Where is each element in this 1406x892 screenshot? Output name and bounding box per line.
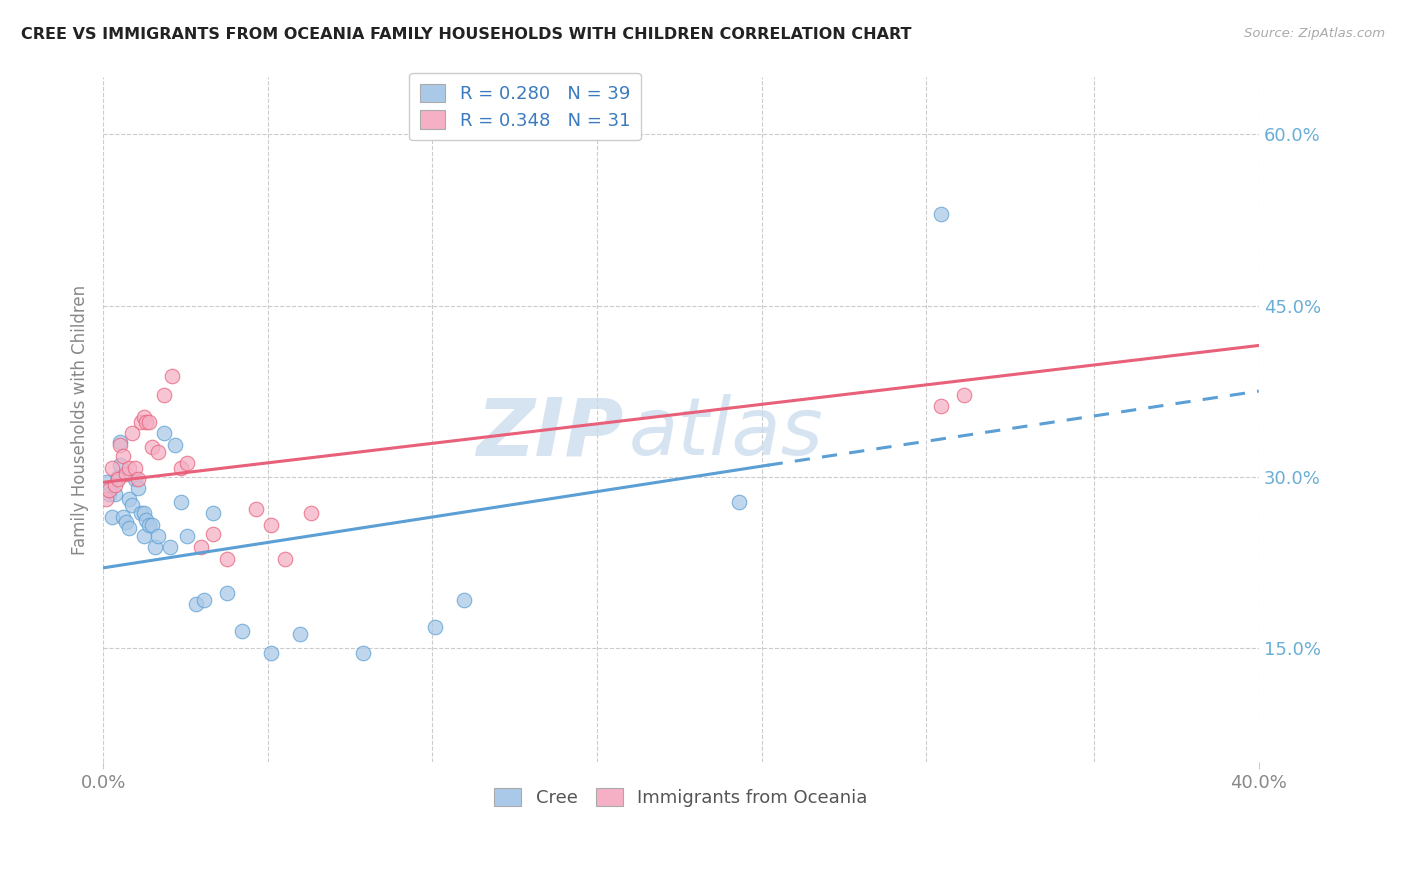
Point — [299, 506, 322, 520]
Point — [231, 624, 253, 638]
Point — [112, 449, 135, 463]
Point — [121, 426, 143, 441]
Point — [193, 592, 215, 607]
Point — [118, 521, 141, 535]
Point — [118, 492, 141, 507]
Point — [115, 515, 138, 529]
Point — [138, 517, 160, 532]
Text: CREE VS IMMIGRANTS FROM OCEANIA FAMILY HOUSEHOLDS WITH CHILDREN CORRELATION CHAR: CREE VS IMMIGRANTS FROM OCEANIA FAMILY H… — [21, 27, 911, 42]
Point — [118, 460, 141, 475]
Point — [190, 541, 212, 555]
Point — [135, 415, 157, 429]
Point — [201, 506, 224, 520]
Point — [217, 551, 239, 566]
Point — [929, 399, 952, 413]
Point — [170, 494, 193, 508]
Point — [110, 438, 132, 452]
Point — [110, 435, 132, 450]
Point — [143, 541, 166, 555]
Point — [97, 487, 120, 501]
Point — [352, 647, 374, 661]
Point — [245, 501, 267, 516]
Point — [141, 440, 163, 454]
Point — [217, 586, 239, 600]
Point — [121, 498, 143, 512]
Point — [129, 506, 152, 520]
Point — [425, 620, 447, 634]
Point — [146, 444, 169, 458]
Point — [101, 460, 124, 475]
Point — [453, 592, 475, 607]
Point — [115, 467, 138, 482]
Legend: Cree, Immigrants from Oceania: Cree, Immigrants from Oceania — [486, 780, 875, 814]
Point — [107, 472, 129, 486]
Point — [107, 469, 129, 483]
Point — [146, 529, 169, 543]
Point — [165, 438, 187, 452]
Point — [170, 460, 193, 475]
Point — [124, 460, 146, 475]
Point — [127, 472, 149, 486]
Text: Source: ZipAtlas.com: Source: ZipAtlas.com — [1244, 27, 1385, 40]
Point — [124, 472, 146, 486]
Point — [953, 387, 976, 401]
Text: ZIP: ZIP — [475, 394, 623, 472]
Point — [129, 415, 152, 429]
Point — [135, 513, 157, 527]
Point — [101, 509, 124, 524]
Point — [152, 426, 174, 441]
Point — [176, 529, 198, 543]
Point — [132, 529, 155, 543]
Point — [104, 477, 127, 491]
Point — [141, 517, 163, 532]
Point — [184, 598, 207, 612]
Point — [929, 207, 952, 221]
Point — [132, 506, 155, 520]
Point — [110, 458, 132, 473]
Point — [727, 494, 749, 508]
Point — [104, 487, 127, 501]
Point — [176, 456, 198, 470]
Point — [94, 475, 117, 490]
Point — [97, 483, 120, 498]
Point — [274, 551, 297, 566]
Y-axis label: Family Households with Children: Family Households with Children — [72, 285, 89, 555]
Point — [152, 387, 174, 401]
Point — [260, 517, 283, 532]
Point — [201, 526, 224, 541]
Point — [138, 415, 160, 429]
Point — [127, 481, 149, 495]
Text: atlas: atlas — [628, 394, 824, 472]
Point — [288, 627, 311, 641]
Point — [112, 509, 135, 524]
Point — [260, 647, 283, 661]
Point — [159, 541, 181, 555]
Point — [132, 410, 155, 425]
Point — [94, 492, 117, 507]
Point — [162, 369, 184, 384]
